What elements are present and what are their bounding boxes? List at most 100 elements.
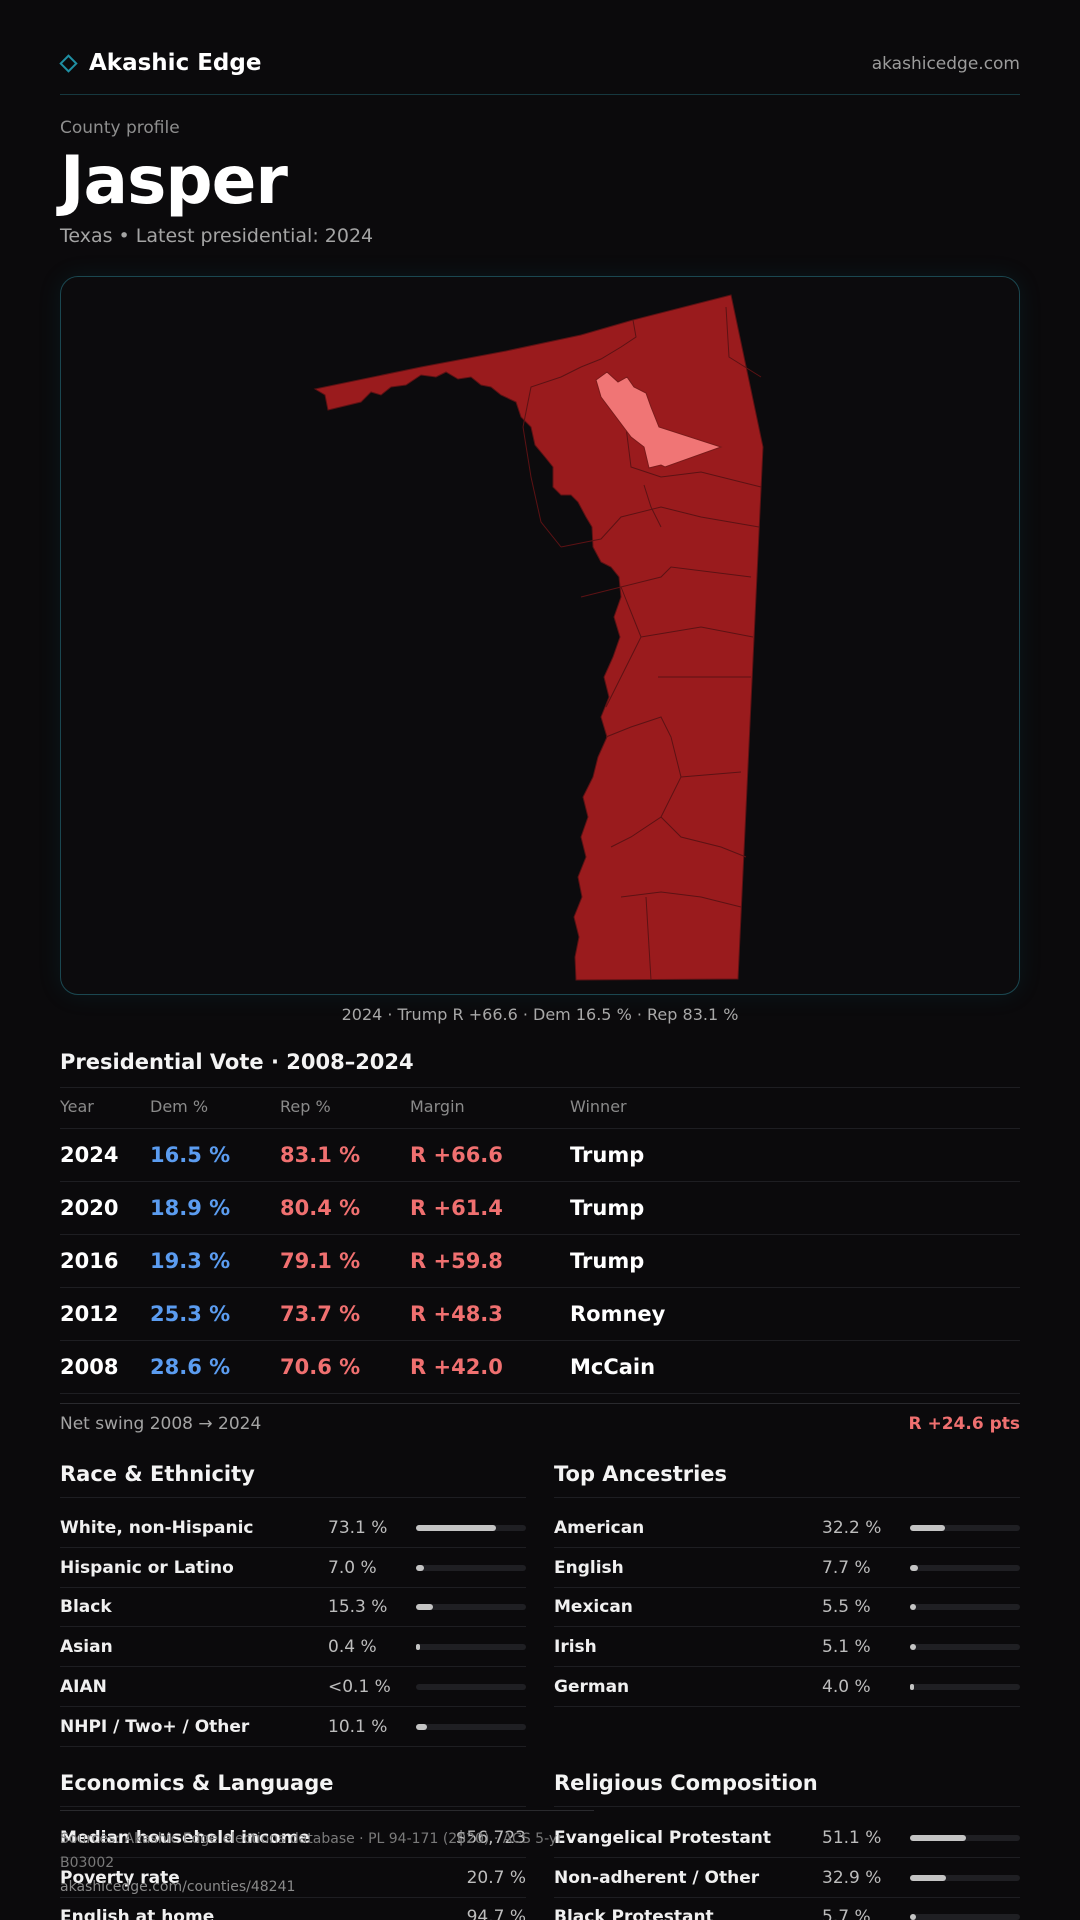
col-winner: Winner	[570, 1097, 627, 1116]
stat-bar-fill	[416, 1644, 421, 1651]
stat-row: Non-adherent / Other 32.9 %	[554, 1858, 1020, 1898]
highlighted-county[interactable]	[595, 371, 723, 469]
stat-bar	[910, 1835, 1020, 1841]
stat-bar-fill	[910, 1604, 917, 1611]
stat-row: Mexican 5.5 %	[554, 1587, 1020, 1628]
cell-rep: 73.7 %	[280, 1302, 361, 1326]
map-caption: 2024 · Trump R +66.6 · Dem 16.5 % · Rep …	[341, 1005, 739, 1024]
stat-value: <0.1 %	[328, 1676, 391, 1697]
cell-dem: 18.9 %	[150, 1196, 231, 1220]
cell-dem: 28.6 %	[150, 1355, 231, 1379]
stat-value: 5.5 %	[822, 1597, 871, 1618]
cell-dem: 19.3 %	[150, 1249, 231, 1273]
stat-row: Hispanic or Latino 7.0 %	[60, 1548, 526, 1588]
divider	[60, 1087, 1020, 1088]
stat-bar	[910, 1683, 1020, 1690]
table-row: 2016 19.3 % 79.1 % R +59.8 Trump	[60, 1235, 1020, 1288]
cell-margin: R +48.3	[410, 1302, 503, 1326]
page-eyebrow: County profile	[60, 118, 180, 138]
stat-row: American 32.2 %	[554, 1508, 1020, 1548]
divider	[60, 1497, 526, 1498]
page-title: Jasper	[60, 142, 288, 219]
stat-value: 94.7 %	[466, 1907, 526, 1920]
stat-bar	[416, 1525, 526, 1531]
cell-dem: 16.5 %	[150, 1143, 231, 1167]
stat-bar	[416, 1683, 526, 1690]
cell-year: 2020	[60, 1196, 119, 1220]
cell-year: 2024	[60, 1143, 119, 1167]
stat-label: Irish	[554, 1637, 597, 1658]
stat-label: Non-adherent / Other	[554, 1867, 760, 1888]
sources-text: Sources: Akashic Edge elections database…	[60, 1831, 563, 1871]
religion-section-title: Religious Composition	[554, 1771, 818, 1795]
economics-section-title: Economics & Language	[60, 1771, 334, 1795]
county-borders	[522, 306, 762, 981]
state-shape	[313, 294, 764, 981]
stat-bar	[910, 1644, 1020, 1651]
stat-row: English 7.7 %	[554, 1548, 1020, 1588]
top-bar: Akashic Edge akashicedge.com	[59, 50, 1020, 95]
stat-value: 5.7 %	[822, 1907, 871, 1920]
brand[interactable]: Akashic Edge	[59, 50, 261, 76]
stat-bar	[910, 1525, 1020, 1531]
stat-label: Black	[60, 1597, 112, 1618]
col-year: Year	[60, 1097, 94, 1116]
stat-label: AIAN	[60, 1676, 107, 1697]
cell-margin: R +61.4	[410, 1196, 503, 1220]
race-section-title: Race & Ethnicity	[60, 1462, 255, 1486]
source-footer: Sources: Akashic Edge elections database…	[60, 1810, 594, 1899]
stat-bar	[910, 1914, 1020, 1920]
cell-winner: Trump	[570, 1143, 645, 1167]
stat-row: German 4.0 %	[554, 1667, 1020, 1707]
stat-label: Mexican	[554, 1597, 633, 1618]
stat-value: $56,723	[455, 1828, 526, 1848]
cell-margin: R +59.8	[410, 1249, 503, 1273]
ancestry-section-title: Top Ancestries	[554, 1462, 728, 1486]
cell-year: 2016	[60, 1249, 119, 1273]
vote-table-header: Year Dem % Rep % Margin Winner	[60, 1097, 1020, 1129]
stat-row: Black 15.3 %	[60, 1587, 526, 1628]
stat-label: Hispanic or Latino	[60, 1557, 234, 1578]
stat-row: Poverty rate 20.7 %	[60, 1858, 526, 1898]
stat-bar-fill	[910, 1564, 919, 1571]
stat-row: Asian 0.4 %	[60, 1627, 526, 1668]
stat-row: AIAN <0.1 %	[60, 1667, 526, 1707]
col-rep: Rep %	[280, 1097, 331, 1116]
stat-label: NHPI / Two+ / Other	[60, 1716, 250, 1737]
cell-margin: R +42.0	[410, 1355, 503, 1379]
stat-bar-fill	[910, 1874, 947, 1881]
stat-row: Evangelical Protestant 51.1 %	[554, 1818, 1020, 1858]
stat-value: 7.0 %	[328, 1557, 377, 1578]
stat-row: NHPI / Two+ / Other 10.1 %	[60, 1707, 526, 1747]
table-row: 2024 16.5 % 83.1 % R +66.6 Trump	[60, 1129, 1020, 1182]
source-url[interactable]: akashicedge.com/counties/48241	[60, 1879, 296, 1895]
stat-value: 73.1 %	[328, 1518, 388, 1538]
stat-bar	[416, 1604, 526, 1611]
state-map	[313, 294, 764, 981]
cell-rep: 70.6 %	[280, 1355, 361, 1379]
stat-value: 4.0 %	[822, 1676, 871, 1697]
stat-row: Black Protestant 5.7 %	[554, 1897, 1020, 1920]
site-link[interactable]: akashicedge.com	[871, 54, 1020, 74]
net-swing-label: Net swing 2008 → 2024	[60, 1414, 262, 1434]
stat-label: German	[554, 1676, 630, 1697]
stat-label: Median household income	[60, 1828, 311, 1848]
stat-label: Poverty rate	[60, 1867, 180, 1888]
stat-bar-fill	[416, 1564, 424, 1571]
stat-label: Black Protestant	[554, 1907, 714, 1920]
stat-row: English at home 94.7 %	[60, 1897, 526, 1920]
stat-label: Asian	[60, 1637, 113, 1658]
county-map[interactable]	[60, 276, 1020, 995]
stat-value: 32.2 %	[822, 1518, 882, 1538]
stat-row: Median household income $56,723	[60, 1818, 526, 1858]
table-row: 2020 18.9 % 80.4 % R +61.4 Trump	[60, 1182, 1020, 1235]
cell-winner: Trump	[570, 1249, 645, 1273]
cell-dem: 25.3 %	[150, 1302, 231, 1326]
stat-bar-fill	[416, 1604, 433, 1611]
stat-bar	[910, 1564, 1020, 1571]
cell-winner: McCain	[570, 1355, 656, 1379]
cell-year: 2008	[60, 1355, 119, 1379]
table-row: 2012 25.3 % 73.7 % R +48.3 Romney	[60, 1288, 1020, 1341]
stat-value: 0.4 %	[328, 1637, 377, 1658]
stat-row: Irish 5.1 %	[554, 1627, 1020, 1668]
